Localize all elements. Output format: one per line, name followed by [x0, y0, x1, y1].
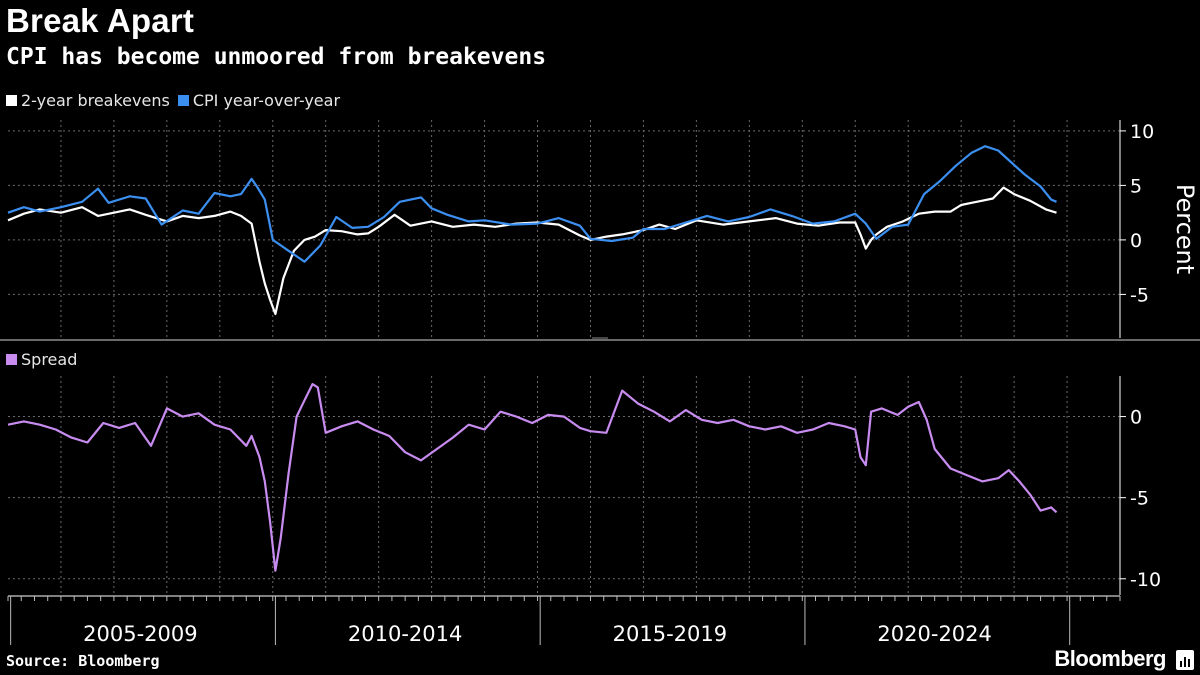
chart-subtitle: CPI has become unmoored from breakevens — [6, 44, 547, 70]
bottom-y-tick-label: -10 — [1130, 569, 1161, 591]
legend-swatch-cpi — [177, 95, 189, 106]
top-y-tick-label: 5 — [1130, 175, 1142, 197]
2-year-breakevens-line — [7, 186, 1057, 316]
bottom-y-tick-label: -5 — [1130, 488, 1149, 510]
x-period-label: 2005-2009 — [83, 622, 197, 646]
top-y-tick-label: 10 — [1130, 121, 1154, 143]
legend-top: 2-year breakevens CPI year-over-year — [6, 91, 348, 110]
bottom-y-tick-label: 0 — [1130, 407, 1142, 429]
bloomberg-logo-icon — [1176, 650, 1194, 670]
top-y-tick-label: 0 — [1130, 230, 1142, 252]
legend-swatch-breakevens — [6, 95, 17, 106]
x-period-label: 2010-2014 — [348, 622, 462, 646]
cpi-year-over-year-line — [7, 145, 1057, 263]
chart-title: Break Apart — [6, 2, 195, 39]
legend-item-breakevens: 2-year breakevens — [6, 91, 170, 110]
bloomberg-logo: Bloomberg — [1054, 646, 1166, 671]
y-axis-label: Percent — [1171, 184, 1199, 274]
top-y-tick-label: -5 — [1130, 284, 1149, 306]
legend-item-spread: Spread — [6, 350, 77, 369]
legend-swatch-spread — [6, 354, 17, 365]
spread-line — [7, 383, 1058, 572]
x-period-label: 2020-2024 — [877, 622, 991, 646]
legend-bottom: Spread — [6, 350, 85, 369]
x-period-label: 2015-2019 — [613, 622, 727, 646]
legend-label-spread: Spread — [21, 350, 78, 369]
source-note: Source: Bloomberg — [6, 652, 160, 670]
legend-label-breakevens: 2-year breakevens — [21, 91, 170, 110]
legend-item-cpi: CPI year-over-year — [177, 91, 341, 110]
legend-label-cpi: CPI year-over-year — [192, 91, 341, 110]
